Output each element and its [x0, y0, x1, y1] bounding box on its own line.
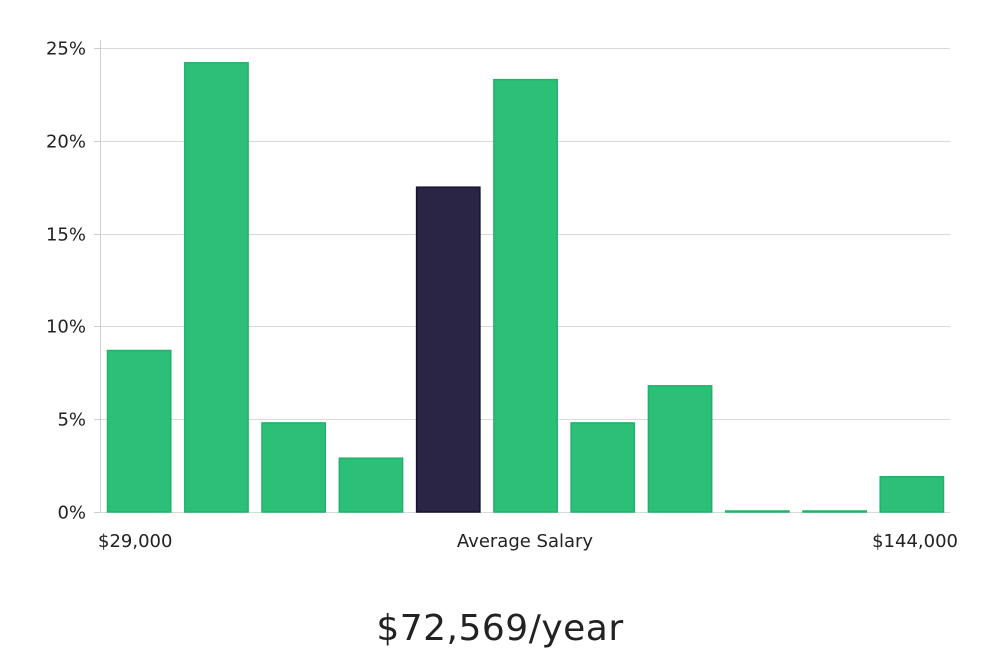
bar	[647, 385, 713, 513]
x-label-max: $144,000	[872, 531, 958, 552]
y-tick-label: 15%	[46, 225, 86, 246]
bar	[570, 422, 636, 513]
y-tick-label: 5%	[57, 410, 86, 431]
bar	[724, 510, 790, 513]
y-tick-label: 25%	[46, 39, 86, 60]
average-salary-value: $72,569/year	[376, 608, 624, 649]
bar	[184, 62, 249, 513]
bar	[879, 475, 945, 513]
x-label-center: Average Salary	[457, 531, 594, 552]
bar	[106, 349, 172, 513]
bars	[106, 62, 945, 513]
y-tick-label: 10%	[46, 317, 86, 338]
y-tick-labels: 0% 5% 10% 15% 20% 25%	[46, 39, 86, 524]
y-tick-label: 20%	[46, 132, 86, 153]
bar	[261, 422, 327, 513]
bar	[338, 457, 404, 513]
bar	[493, 78, 558, 513]
x-label-min: $29,000	[98, 531, 172, 552]
bar	[802, 510, 868, 513]
bar-average	[415, 186, 481, 513]
y-tick-label: 0%	[57, 503, 86, 524]
salary-histogram: 0%5%10%15%20%25% $29,000 Average Salary …	[46, 39, 958, 553]
